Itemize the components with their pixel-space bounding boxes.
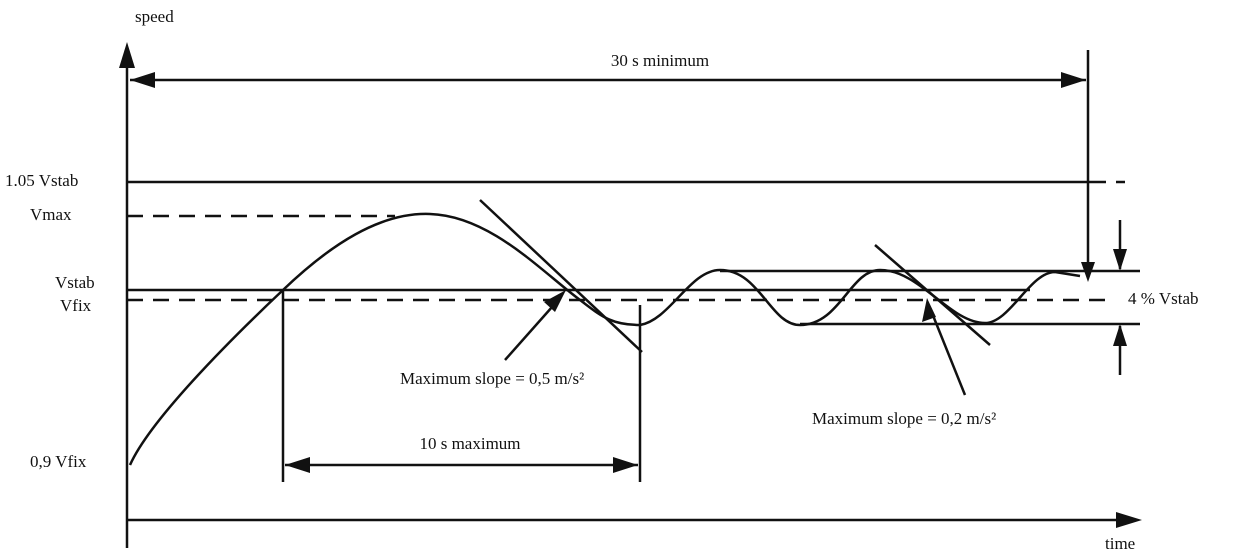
axes bbox=[119, 42, 1142, 548]
level-label: Vfix bbox=[60, 296, 92, 315]
level-label: 0,9 Vfix bbox=[30, 452, 87, 471]
span-30 bbox=[130, 50, 1095, 282]
y-axis-label: speed bbox=[135, 7, 174, 26]
span-10 bbox=[281, 290, 642, 482]
tangents bbox=[479, 199, 991, 353]
level-label: Vstab bbox=[55, 273, 95, 292]
level-label: Vmax bbox=[30, 205, 72, 224]
band-arrows bbox=[1113, 220, 1127, 375]
level-lines bbox=[127, 180, 1140, 326]
slope-label: Maximum slope = 0,2 m/s² bbox=[812, 409, 996, 428]
slope-arrows bbox=[504, 290, 967, 396]
band-label: 4 % Vstab bbox=[1128, 289, 1199, 308]
x-axis-label: time bbox=[1105, 534, 1135, 553]
span-label: 30 s minimum bbox=[611, 51, 709, 70]
span-label: 10 s maximum bbox=[419, 434, 520, 453]
level-label: 1.05 Vstab bbox=[5, 171, 78, 190]
slope-label: Maximum slope = 0,5 m/s² bbox=[400, 369, 584, 388]
